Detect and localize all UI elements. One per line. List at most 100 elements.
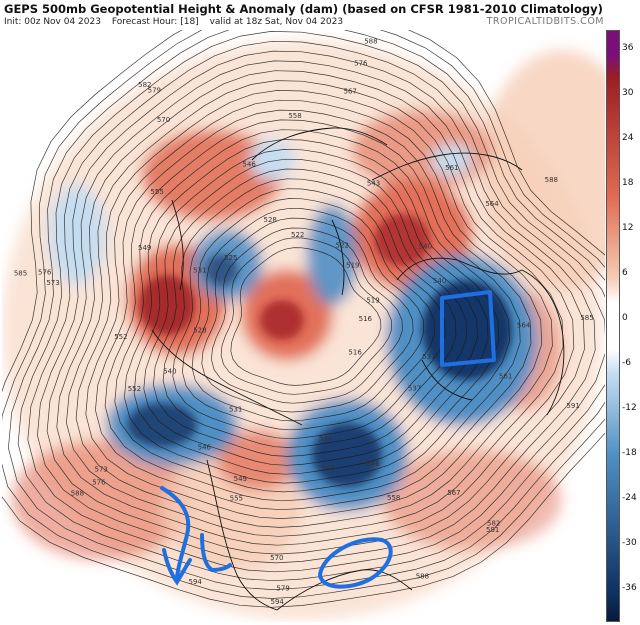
colorbar <box>606 30 620 622</box>
colorbar-tick-label: 12 <box>622 223 634 233</box>
contour-label: 585 <box>580 314 593 322</box>
coastline <box>331 219 345 296</box>
height-contour <box>27 40 605 573</box>
contour-label: 543 <box>322 464 335 472</box>
contour-label: 531 <box>229 405 242 413</box>
height-contour <box>104 119 521 502</box>
contour-label: 558 <box>387 494 400 502</box>
anomaly-blob <box>127 403 197 447</box>
contour-label: 573 <box>46 279 59 287</box>
contour-label: 558 <box>288 112 301 120</box>
height-contour <box>172 188 446 440</box>
coastline <box>421 359 473 401</box>
contour-label: 537 <box>408 384 421 392</box>
contour-label: 546 <box>198 444 212 452</box>
contour-label: 549 <box>138 244 151 252</box>
height-contour <box>2 30 605 608</box>
anomaly-blob <box>12 440 192 560</box>
contour-label: 540 <box>163 367 176 375</box>
height-contour <box>201 217 414 413</box>
contour-label: 594 <box>271 598 285 606</box>
contour-labels: 5855825795765735705675645615585555525495… <box>14 38 594 606</box>
contour-label: 582 <box>138 81 151 89</box>
contour-label: 576 <box>38 269 52 277</box>
contour-label: 549 <box>234 475 247 483</box>
contour-label: 588 <box>545 176 558 184</box>
contour-label: 546 <box>366 460 380 468</box>
contour-label: 591 <box>486 526 499 534</box>
contour-label: 567 <box>344 88 357 96</box>
anomaly-blob <box>206 254 238 286</box>
contour-label: 567 <box>447 489 460 497</box>
contour-label: 561 <box>499 372 512 380</box>
coastlines <box>151 127 565 611</box>
height-contour <box>114 129 510 493</box>
contour-label: 555 <box>150 188 163 196</box>
height-contour <box>230 247 382 386</box>
annotation-arrow <box>160 486 192 586</box>
height-contour <box>85 99 543 519</box>
contour-label: 573 <box>95 465 108 473</box>
contour-label: 528 <box>193 327 206 335</box>
coastline <box>251 127 388 161</box>
height-contour <box>162 178 457 448</box>
contour-label: 552 <box>114 333 127 341</box>
height-contour <box>133 149 489 475</box>
contour-label: 516 <box>348 349 362 357</box>
contour-label: 540 <box>433 277 446 285</box>
anomaly-blob <box>307 205 357 305</box>
height-contour <box>17 31 605 582</box>
height-contour <box>182 198 435 431</box>
colorbar-tick-label: -36 <box>622 583 637 593</box>
height-contour <box>211 227 403 404</box>
annotation-oval <box>317 537 393 589</box>
contour-label: 588 <box>416 572 429 580</box>
contour-label: 555 <box>230 494 243 502</box>
coastline <box>521 269 565 416</box>
contour-label: 534 <box>319 434 333 442</box>
contour-label: 576 <box>354 59 368 67</box>
contour-label: 564 <box>517 322 531 330</box>
height-contour <box>56 70 575 546</box>
contour-label: 579 <box>276 585 289 593</box>
contour-label: 561 <box>445 164 458 172</box>
contour-label: 546 <box>243 161 257 169</box>
anomaly-blob <box>250 140 294 180</box>
contour-label: 543 <box>367 179 380 187</box>
contour-label: 582 <box>487 520 500 528</box>
height-contour <box>66 80 564 537</box>
init-time: Init: 00z Nov 04 2023 <box>4 17 101 27</box>
height-contour <box>191 207 425 422</box>
brand-watermark: TROPICALTIDBITS.COM <box>486 16 604 27</box>
height-contour <box>75 90 553 528</box>
anomaly-blob <box>260 300 304 340</box>
annotation-box <box>440 290 496 367</box>
colorbar-tick-label: 6 <box>622 268 628 278</box>
contour-label: 564 <box>485 200 499 208</box>
anomaly-blob <box>312 423 382 487</box>
height-contour <box>143 158 478 466</box>
contour-label: 528 <box>264 216 277 224</box>
colorbar-tick-label: 0 <box>622 313 628 323</box>
height-contours <box>2 30 605 608</box>
contour-label: 552 <box>128 385 141 393</box>
contour-label: 576 <box>92 478 106 486</box>
contour-label: 579 <box>148 87 161 95</box>
height-contour <box>46 60 585 555</box>
map-panel: 585 582 579 576 573 570 567 564 561 558 555 552 549 5… <box>2 30 605 622</box>
contour-label: 570 <box>157 116 170 124</box>
colorbar-tick-label: -30 <box>622 538 637 548</box>
contour-label: 588 <box>71 490 84 498</box>
valid-time: valid at 18z Sat, Nov 04 2023 <box>209 17 344 27</box>
height-contour <box>95 109 532 511</box>
height-contour <box>220 237 393 395</box>
contour-label: 519 <box>346 261 359 269</box>
annotation-L <box>200 533 232 573</box>
contour-label: 594 <box>189 578 203 586</box>
forecast-hour: Forecast Hour: [18] <box>111 17 199 27</box>
contour-label: 522 <box>291 231 304 239</box>
coastline <box>151 329 303 426</box>
coastline <box>206 459 278 611</box>
polar-map: 5855825795765735705675645615585555525495… <box>2 30 605 622</box>
height-contour <box>124 139 500 484</box>
